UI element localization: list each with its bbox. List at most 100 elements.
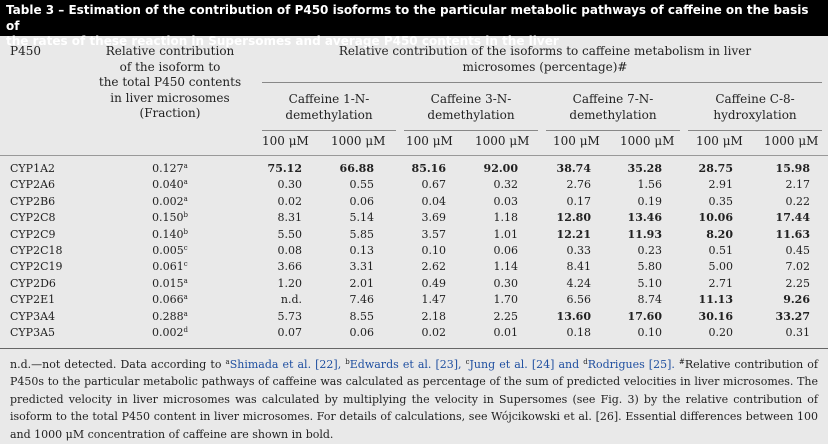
row-fraction: 0.066a (152, 293, 188, 307)
table-cell: 4.24 (566, 276, 592, 290)
table-cell: 0.55 (349, 178, 375, 192)
table-cell: 0.23 (637, 244, 663, 257)
table-cell: 0.19 (637, 194, 663, 208)
conc-header: 100 μM (696, 134, 743, 148)
table-cell: 2.01 (349, 276, 375, 290)
row-isoform-name: CYP2A6 (10, 178, 56, 192)
table-cell: 5.10 (637, 276, 663, 290)
table-cell: 0.30 (493, 276, 519, 290)
row-fraction: 0.002d (152, 326, 188, 339)
table-cell: 38.74 (556, 162, 591, 175)
row-isoform-name: CYP2C19 (10, 260, 63, 274)
table-cell: 5.73 (277, 309, 303, 323)
table-cell: 0.06 (349, 326, 375, 339)
group-rule-c8 (688, 130, 822, 131)
table-cell: 0.32 (493, 178, 519, 192)
table-cell: 0.13 (349, 244, 375, 257)
table-body: P450 Relative contribution of the isofor… (0, 36, 828, 346)
table-cell: 1.56 (637, 178, 663, 192)
table-cell: 0.06 (349, 194, 375, 208)
group-header-3n: Caffeine 3-N- demethylation (427, 92, 515, 122)
conc-header: 100 μM (406, 134, 453, 148)
row-fraction: 0.005c (152, 244, 188, 257)
row-fraction: 0.002a (152, 194, 188, 208)
table-cell: 7.02 (785, 260, 811, 274)
table-cell: 0.02 (421, 326, 447, 339)
table-cell: 8.55 (349, 309, 375, 323)
table-cell: 5.80 (637, 260, 663, 274)
table-cell: 85.16 (411, 162, 446, 175)
table-cell: 3.57 (421, 227, 447, 241)
table-cell: 2.18 (421, 309, 447, 323)
table-cell: 28.75 (698, 162, 733, 175)
group-rule-1n (262, 130, 396, 131)
table-cell: 0.45 (785, 244, 811, 257)
table-cell: 33.27 (775, 309, 810, 323)
table-cell: n.d. (280, 293, 302, 307)
table-cell: 3.69 (421, 211, 447, 225)
table-cell: 2.25 (785, 276, 811, 290)
header-p450: P450 (10, 44, 41, 58)
table-cell: 1.18 (493, 211, 519, 225)
table-cell: 9.26 (783, 293, 810, 307)
table-footnote: n.d.—not detected. Data according to aSh… (10, 358, 819, 441)
table-cell: 0.03 (493, 194, 519, 208)
table-cell: 2.76 (566, 178, 592, 192)
row-isoform-name: CYP1A2 (10, 162, 56, 175)
table-cell: 0.30 (277, 178, 303, 192)
row-fraction: 0.150b (152, 211, 188, 225)
table-cell: 0.20 (708, 326, 734, 339)
table-cell: 8.31 (277, 211, 303, 225)
table-cell: 0.35 (708, 194, 734, 208)
conc-header: 1000 μM (331, 134, 386, 148)
row-fraction: 0.015a (152, 276, 188, 290)
table-cell: 0.67 (421, 178, 447, 192)
table-cell: 2.91 (708, 178, 734, 192)
table-cell: 0.18 (566, 326, 592, 339)
table-cell: 0.31 (785, 326, 811, 339)
conc-header: 1000 μM (764, 134, 819, 148)
table-cell: 12.80 (556, 211, 591, 225)
table-cell: 2.62 (421, 260, 447, 274)
table-cell: 2.71 (708, 276, 734, 290)
table-cell: 13.46 (627, 211, 662, 225)
row-fraction: 0.140b (152, 227, 188, 241)
table-cell: 0.06 (493, 244, 519, 257)
header-bottom-rule (0, 155, 828, 156)
table-cell: 6.56 (566, 293, 592, 307)
table-cell: 7.46 (349, 293, 375, 307)
conc-header: 100 μM (262, 134, 309, 148)
row-isoform-name: CYP2C8 (10, 211, 56, 225)
table-cell: 1.70 (493, 293, 519, 307)
row-isoform-name: CYP3A4 (10, 309, 56, 323)
row-isoform-name: CYP2E1 (10, 293, 56, 307)
table-cell: 0.51 (708, 244, 734, 257)
row-isoform-name: CYP2C18 (10, 244, 63, 257)
table-cell: 1.47 (421, 293, 447, 307)
table-cell: 13.60 (556, 309, 591, 323)
row-isoform-name: CYP3A5 (10, 326, 56, 339)
table-cell: 11.63 (775, 227, 810, 241)
header-span: Relative contribution of the isoforms to… (338, 44, 752, 74)
table-cell: 0.22 (785, 194, 811, 208)
table-cell: 17.60 (627, 309, 662, 323)
table-cell: 8.74 (637, 293, 663, 307)
row-fraction: 0.040a (152, 178, 188, 192)
table-cell: 8.41 (566, 260, 592, 274)
table-cell: 0.17 (566, 194, 592, 208)
table-cell: 0.33 (566, 244, 592, 257)
table-cell: 5.85 (349, 227, 375, 241)
table-cell: 0.02 (277, 194, 303, 208)
row-isoform-name: CYP2B6 (10, 194, 56, 208)
table-cell: 0.04 (421, 194, 447, 208)
table-cell: 75.12 (267, 162, 302, 175)
table-cell: 0.08 (277, 244, 303, 257)
table-footnote-area: n.d.—not detected. Data according to aSh… (0, 348, 828, 444)
conc-header: 1000 μM (475, 134, 530, 148)
table-cell: 0.10 (637, 326, 663, 339)
table-cell: 1.14 (493, 260, 519, 274)
table-title: Table 3 – Estimation of the contribution… (0, 0, 828, 48)
table-cell: 11.93 (627, 227, 662, 241)
table-cell: 3.31 (349, 260, 375, 274)
